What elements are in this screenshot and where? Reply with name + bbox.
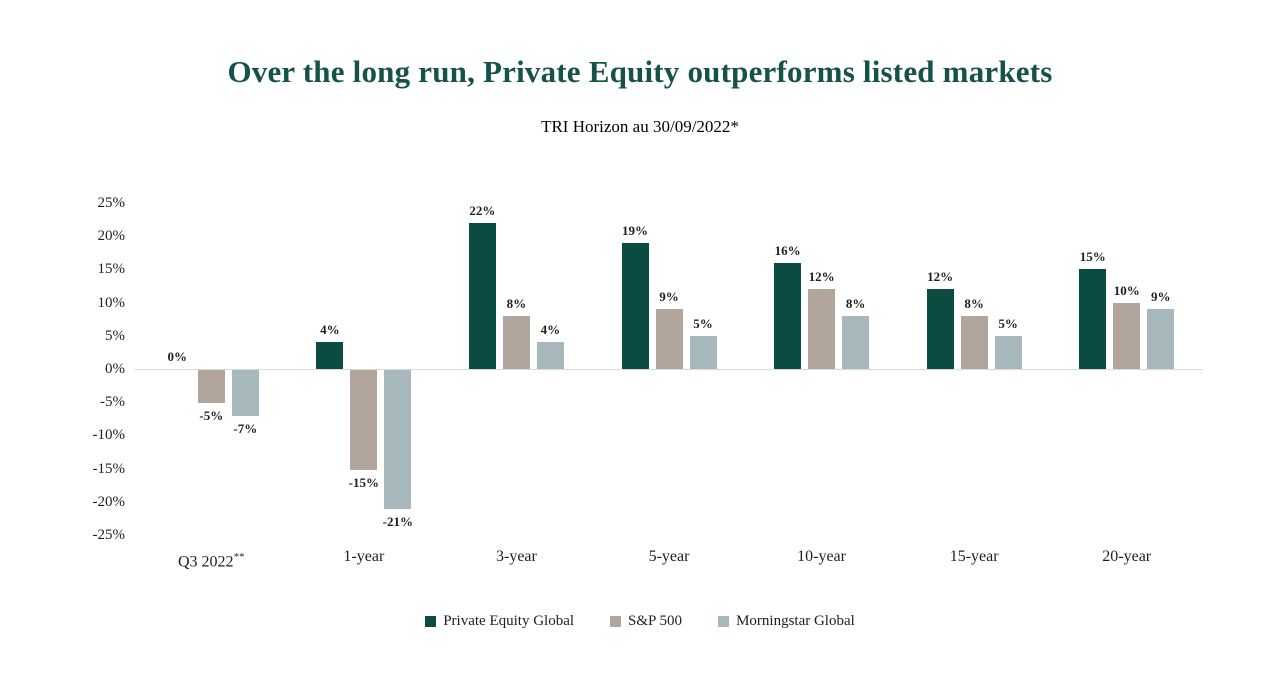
bar-value-label: 8%: [506, 295, 527, 311]
bar: [774, 262, 802, 369]
category-label-text: 15-year: [949, 548, 999, 565]
bar-value-label: -15%: [348, 474, 380, 490]
bar: [316, 342, 344, 369]
bar: [502, 315, 530, 369]
bar-value-label: 22%: [469, 202, 496, 218]
bar: [1147, 309, 1175, 369]
bar: [231, 370, 259, 417]
category-label: 1-year: [288, 547, 440, 567]
bar-value-label: 15%: [1079, 249, 1106, 265]
y-axis-tick-label: 5%: [105, 327, 125, 344]
bar-value-label: 0%: [167, 349, 188, 364]
legend-label: Private Equity Global: [443, 613, 575, 629]
bar-value-label: 16%: [774, 242, 801, 258]
bar: [994, 335, 1022, 369]
bar: [926, 289, 954, 369]
bar: [655, 309, 683, 369]
bar-value-label: 8%: [845, 295, 866, 311]
category-label: 20-year: [1051, 547, 1203, 567]
y-axis-tick-label: 25%: [97, 195, 126, 211]
bar-value-label: 9%: [1150, 289, 1171, 305]
category-label-text: 5-year: [648, 548, 690, 565]
category-label-superscript: **: [233, 551, 245, 563]
bar-value-label: -21%: [382, 514, 414, 530]
y-axis-tick-label: -5%: [100, 394, 125, 411]
category-label-text: 3-year: [495, 548, 537, 565]
bar: [350, 370, 378, 470]
legend: Private Equity Global S&P 500 Morningstar …: [0, 613, 1280, 630]
bar: [808, 289, 836, 369]
bar: [1079, 269, 1107, 369]
bar-value-label: 12%: [808, 269, 835, 285]
bar-value-label: 5%: [998, 315, 1018, 331]
legend-label: S&P 500: [628, 613, 683, 629]
bar: [960, 315, 988, 369]
y-axis-tick-label: -10%: [92, 427, 126, 444]
legend-label: Morningstar Global: [736, 613, 855, 629]
legend-swatch: [425, 616, 437, 627]
legend-swatch: [610, 616, 622, 627]
bar: [1113, 302, 1141, 369]
bar: [468, 222, 496, 369]
category-label-text: 1-year: [343, 548, 385, 565]
chart-title: Over the long run, Private Equity outper…: [227, 54, 1053, 89]
legend-swatch: [718, 616, 730, 627]
y-axis-tick-label: 10%: [97, 294, 126, 311]
bar: [536, 342, 564, 369]
bar-value-label: -7%: [233, 421, 258, 437]
category-label-text: 20-year: [1102, 548, 1152, 565]
y-axis-tick-label: 15%: [97, 261, 126, 278]
bar-value-label: 9%: [659, 289, 679, 305]
category-label: 15-year: [898, 547, 1050, 567]
bar: [197, 370, 225, 404]
bar: [384, 370, 412, 510]
bar-value-label: 10%: [1113, 282, 1140, 298]
bar-value-label: 12%: [927, 269, 954, 285]
legend-item: Private Equity Global: [425, 613, 574, 630]
bar-value-label: 5%: [693, 315, 713, 331]
y-axis-tick-label: -15%: [92, 460, 126, 477]
bar-value-label: -5%: [199, 408, 224, 424]
bar: [689, 335, 717, 369]
y-axis-tick-label: -25%: [92, 527, 126, 543]
bar-value-label: 19%: [622, 222, 648, 238]
bar-value-label: 4%: [540, 322, 561, 338]
chart-subtitle: TRI Horizon au 30/09/2022*: [541, 117, 739, 136]
legend-item: Morningstar Global: [718, 613, 855, 630]
category-label: 10-year: [746, 547, 898, 567]
category-label: Q3 2022**: [135, 547, 287, 571]
y-axis-tick-label: 0%: [105, 361, 125, 377]
zero-axis-line: [135, 369, 1203, 370]
bar: [621, 242, 649, 369]
category-label: 5-year: [593, 547, 745, 567]
legend-item: S&P 500: [610, 613, 682, 630]
bar-value-label: 4%: [320, 322, 340, 338]
y-axis-tick-label: -20%: [92, 493, 126, 510]
bar: [842, 315, 870, 369]
category-label-text: 10-year: [797, 548, 846, 565]
category-label-text: Q3 2022: [178, 553, 234, 571]
bar-value-label: 8%: [964, 295, 984, 311]
category-label: 3-year: [440, 547, 592, 567]
y-axis-tick-label: 20%: [97, 228, 126, 245]
